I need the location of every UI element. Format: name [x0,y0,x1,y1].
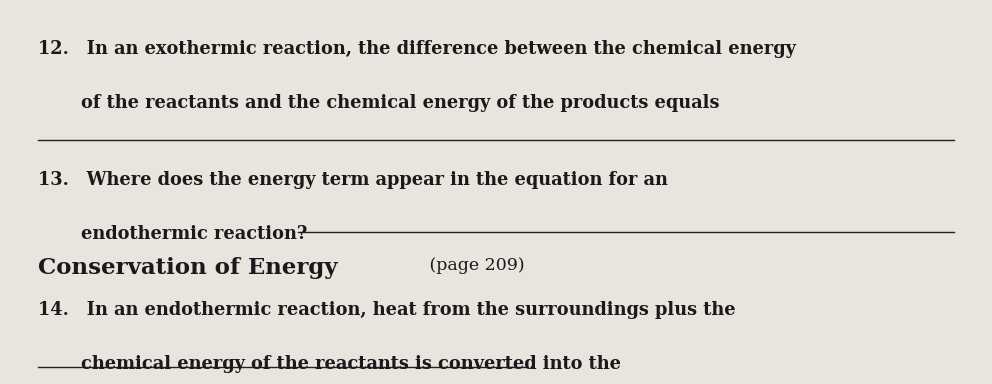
Text: 12. In an exothermic reaction, the difference between the chemical energy: 12. In an exothermic reaction, the diffe… [38,40,796,58]
Text: 14. In an endothermic reaction, heat from the surroundings plus the: 14. In an endothermic reaction, heat fro… [38,301,735,319]
Text: chemical energy of the reactants is converted into the: chemical energy of the reactants is conv… [81,355,621,373]
Text: endothermic reaction?: endothermic reaction? [81,225,308,243]
Text: .: . [529,355,535,373]
Text: of the reactants and the chemical energy of the products equals: of the reactants and the chemical energy… [81,94,720,112]
Text: 13. Where does the energy term appear in the equation for an: 13. Where does the energy term appear in… [38,171,668,189]
Text: (page 209): (page 209) [425,257,525,274]
Text: Conservation of Energy: Conservation of Energy [38,257,337,279]
